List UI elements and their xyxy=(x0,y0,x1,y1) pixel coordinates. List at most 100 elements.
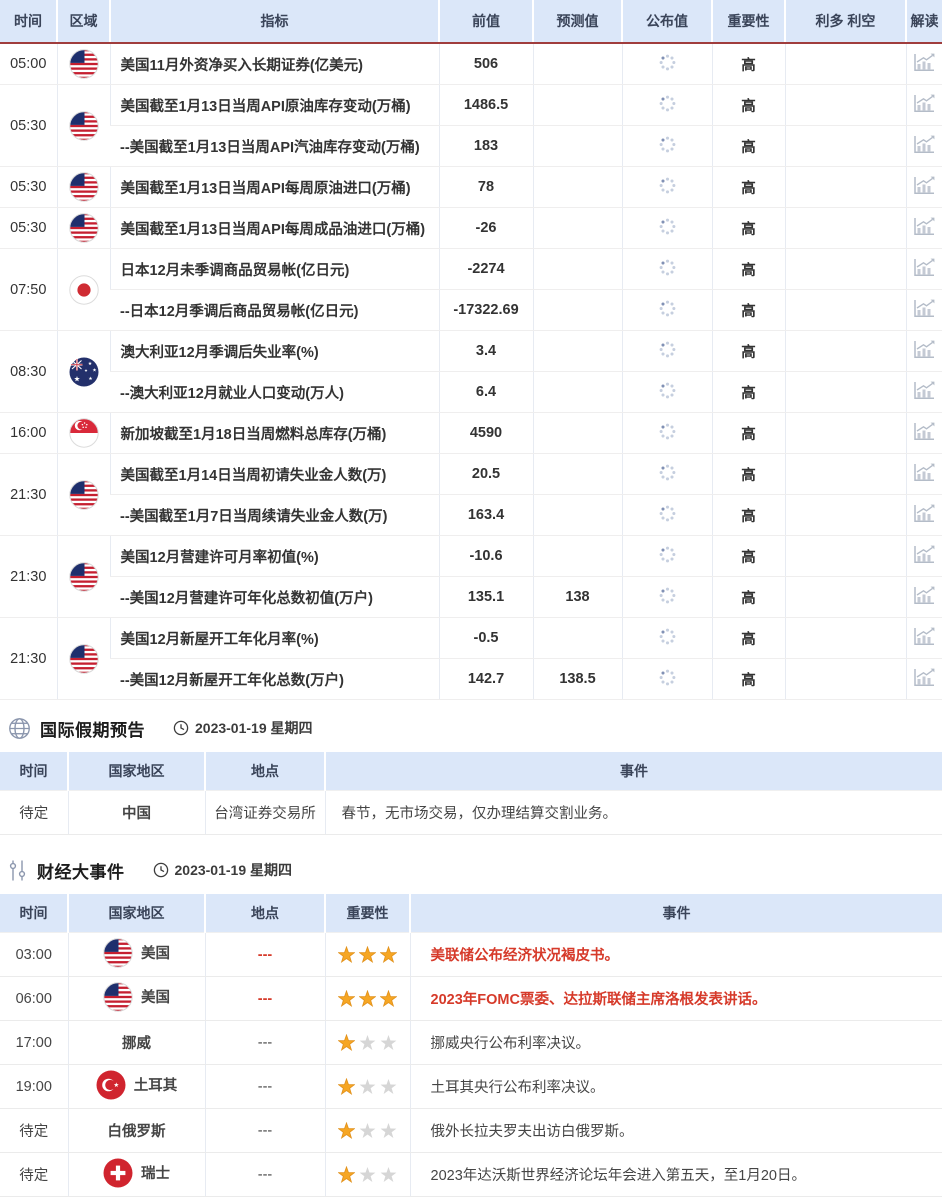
published-value-cell xyxy=(621,330,712,372)
interpret-cell[interactable] xyxy=(905,42,942,85)
event-text[interactable]: 2023年FOMC票委、达拉斯联储主席洛根发表讲话。 xyxy=(409,976,942,1021)
interpret-cell[interactable] xyxy=(905,371,942,413)
loading-spinner-icon xyxy=(659,218,675,234)
bias-cell xyxy=(784,289,906,331)
indicator-name[interactable]: --美国截至1月7日当周续请失业金人数(万) xyxy=(110,494,439,536)
interpret-cell[interactable] xyxy=(905,289,942,331)
indicator-row[interactable]: 08:30 澳大利亚12月季调后失业率(%) 3.4 高 xyxy=(0,330,942,413)
event-time: 19:00 xyxy=(0,1064,68,1109)
indicator-row[interactable]: 05:00 美国11月外资净买入长期证券(亿美元) 506 高 xyxy=(0,42,942,85)
chart-icon xyxy=(914,53,935,71)
event-row[interactable]: 03:00 美国 --- 美联储公布经济状况褐皮书。 xyxy=(0,932,942,977)
event-row[interactable]: 19:00 土耳其 --- 土耳其央行公布利率决议。 xyxy=(0,1064,942,1109)
interpret-cell[interactable] xyxy=(905,412,942,454)
forecast-value xyxy=(532,535,622,577)
interpret-cell[interactable] xyxy=(905,166,942,208)
interpret-cell[interactable] xyxy=(905,535,942,577)
indicator-row[interactable]: --美国12月营建许可年化总数初值(万户) 135.1 138 高 xyxy=(0,576,942,618)
forecast-value xyxy=(532,125,622,167)
event-row[interactable]: 06:00 美国 --- 2023年FOMC票委、达拉斯联储主席洛根发表讲话。 xyxy=(0,976,942,1021)
interpret-cell[interactable] xyxy=(905,84,942,126)
loading-spinner-icon xyxy=(659,423,675,439)
time-cell: 05:30 xyxy=(0,166,57,208)
indicator-row[interactable]: 21:30 美国12月营建许可月率初值(%) -10.6 高 xyxy=(0,535,942,618)
chart-icon xyxy=(914,94,935,112)
forecast-value xyxy=(532,166,622,208)
star-filled-icon xyxy=(358,945,377,963)
col-header-location: 地点 xyxy=(204,894,325,933)
loading-spinner-icon xyxy=(659,505,675,521)
indicator-name[interactable]: --日本12月季调后商品贸易帐(亿日元) xyxy=(110,289,439,331)
country-label: 美国 xyxy=(141,946,170,962)
chart-icon xyxy=(914,176,935,194)
switzerland-flag-icon xyxy=(103,1158,133,1187)
us-flag-icon xyxy=(68,643,99,674)
indicator-name[interactable]: 澳大利亚12月季调后失业率(%) xyxy=(109,330,439,372)
previous-value: 183 xyxy=(438,125,533,167)
indicator-row[interactable]: 16:00 新加坡截至1月18日当周燃料总库存(万桶) 4590 高 xyxy=(0,412,942,454)
indicator-row[interactable]: --日本12月季调后商品贸易帐(亿日元) -17322.69 高 xyxy=(0,289,942,331)
col-header-time: 时间 xyxy=(0,0,57,44)
indicator-name[interactable]: 美国截至1月14日当周初请失业金人数(万) xyxy=(109,453,439,495)
indicator-name[interactable]: --澳大利亚12月就业人口变动(万人) xyxy=(110,371,439,413)
country-flag-cell xyxy=(56,84,110,167)
interpret-cell[interactable] xyxy=(905,330,942,372)
indicator-row[interactable]: --美国12月新屋开工年化总数(万户) 142.7 138.5 高 xyxy=(0,658,942,700)
country-label: 土耳其 xyxy=(133,1078,178,1094)
indicator-row[interactable]: 21:30 美国截至1月14日当周初请失业金人数(万) 20.5 高 xyxy=(0,453,942,536)
col-header-previous: 前值 xyxy=(438,0,533,44)
indicator-name[interactable]: 美国11月外资净买入长期证券(亿美元) xyxy=(109,42,439,85)
interpret-cell[interactable] xyxy=(905,494,942,536)
event-location: --- xyxy=(204,1152,325,1197)
indicator-row[interactable]: 07:50 日本12月未季调商品贸易帐(亿日元) -2274 高 xyxy=(0,248,942,331)
indicator-name[interactable]: --美国12月营建许可年化总数初值(万户) xyxy=(110,576,439,618)
interpret-cell[interactable] xyxy=(905,453,942,495)
chart-icon xyxy=(914,299,935,317)
us-flag-icon xyxy=(103,937,133,968)
col-header-importance: 重要性 xyxy=(324,894,410,933)
interpret-cell[interactable] xyxy=(905,658,942,700)
singapore-flag-icon xyxy=(68,418,99,448)
previous-value: 6.4 xyxy=(438,371,533,413)
indicator-row[interactable]: 05:30 美国截至1月13日当周API每周原油进口(万桶) 78 高 xyxy=(0,166,942,208)
indicator-name[interactable]: --美国12月新屋开工年化总数(万户) xyxy=(110,658,439,700)
loading-spinner-icon xyxy=(659,259,675,275)
interpret-cell[interactable] xyxy=(905,576,942,618)
forecast-value xyxy=(532,330,622,372)
indicator-row[interactable]: --美国截至1月7日当周续请失业金人数(万) 163.4 高 xyxy=(0,494,942,536)
event-country: 土耳其 xyxy=(67,1064,205,1109)
indicator-row[interactable]: 05:30 美国截至1月13日当周API原油库存变动(万桶) 1486.5 高 xyxy=(0,84,942,167)
country-flag-cell xyxy=(56,535,110,618)
indicator-row[interactable]: 21:30 美国12月新屋开工年化月率(%) -0.5 高 xyxy=(0,617,942,700)
event-row[interactable]: 17:00 挪威 --- 挪威央行公布利率决议。 xyxy=(0,1020,942,1065)
event-text[interactable]: 美联储公布经济状况褐皮书。 xyxy=(409,932,942,977)
interpret-cell[interactable] xyxy=(905,248,942,290)
indicator-name[interactable]: 新加坡截至1月18日当周燃料总库存(万桶) xyxy=(109,412,439,454)
interpret-cell[interactable] xyxy=(905,617,942,659)
indicator-row[interactable]: --澳大利亚12月就业人口变动(万人) 6.4 高 xyxy=(0,371,942,413)
indicator-name[interactable]: 美国截至1月13日当周API原油库存变动(万桶) xyxy=(109,84,439,126)
indicator-name[interactable]: 美国截至1月13日当周API每周成品油进口(万桶) xyxy=(109,207,439,249)
chart-icon xyxy=(914,258,935,276)
interpret-cell[interactable] xyxy=(905,207,942,249)
indicator-row[interactable]: 05:30 美国截至1月13日当周API每周成品油进口(万桶) -26 高 xyxy=(0,207,942,249)
event-row[interactable]: 待定 白俄罗斯 --- 俄外长拉夫罗夫出访白俄罗斯。 xyxy=(0,1108,942,1153)
loading-spinner-icon xyxy=(659,177,675,193)
published-value-cell xyxy=(621,576,712,618)
indicator-name[interactable]: 美国截至1月13日当周API每周原油进口(万桶) xyxy=(109,166,439,208)
previous-value: -10.6 xyxy=(438,535,533,577)
importance-cell: 高 xyxy=(711,289,785,331)
time-cell: 05:30 xyxy=(0,84,57,167)
interpret-cell[interactable] xyxy=(905,125,942,167)
indicator-name[interactable]: 日本12月未季调商品贸易帐(亿日元) xyxy=(109,248,439,290)
indicator-name[interactable]: 美国12月营建许可月率初值(%) xyxy=(109,535,439,577)
importance-cell: 高 xyxy=(711,494,785,536)
chart-icon xyxy=(914,627,935,645)
event-row[interactable]: 待定 瑞士 --- 2023年达沃斯世界经济论坛年会进入第五天，至1月20日。 xyxy=(0,1152,942,1197)
indicator-name[interactable]: 美国12月新屋开工年化月率(%) xyxy=(109,617,439,659)
published-value-cell xyxy=(621,207,712,249)
indicator-name[interactable]: --美国截至1月13日当周API汽油库存变动(万桶) xyxy=(110,125,439,167)
indicator-row[interactable]: --美国截至1月13日当周API汽油库存变动(万桶) 183 高 xyxy=(0,125,942,167)
published-value-cell xyxy=(621,453,712,495)
col-header-country: 国家地区 xyxy=(67,894,205,933)
